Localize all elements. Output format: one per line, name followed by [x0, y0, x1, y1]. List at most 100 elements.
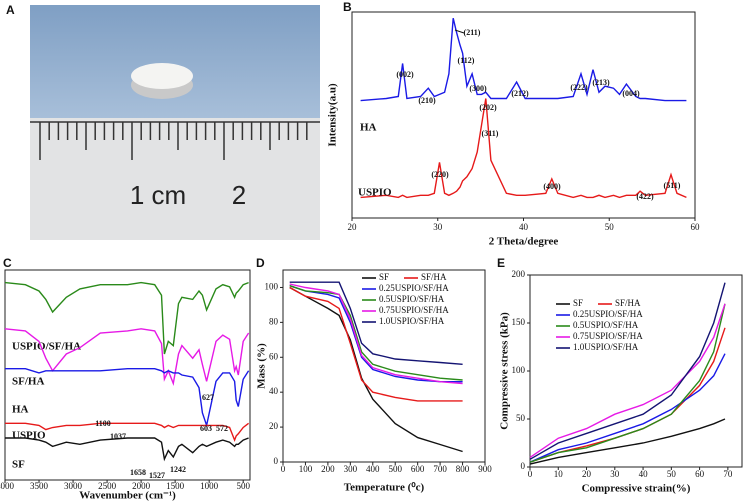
x-tick-label: 2500 — [98, 481, 117, 491]
y-tick-label: 20 — [269, 421, 279, 431]
annotation: (210) — [418, 96, 436, 105]
series-line — [5, 368, 250, 429]
legend-label: 0.25USPIO/SF/HA — [573, 309, 643, 319]
series-line — [4, 328, 250, 386]
x-axis-title: Temperature (⁰c) — [344, 482, 425, 494]
ruler — [30, 118, 320, 240]
y-tick-label: 60 — [269, 351, 279, 361]
x-tick-label: 1500 — [166, 481, 185, 491]
y-tick-label: 200 — [512, 269, 526, 279]
plot-frame — [4, 269, 251, 481]
plot-frame — [351, 11, 696, 219]
x-tick-label: 900 — [478, 464, 492, 474]
legend-label: 0.75USPIO/SF/HA — [379, 305, 449, 315]
x-tick-label: 40 — [519, 222, 529, 232]
x-tick-label: 60 — [691, 222, 701, 232]
panel-label: B — [343, 0, 352, 14]
x-tick-label: 3500 — [30, 481, 49, 491]
x-tick-label: 60 — [695, 469, 705, 479]
y-tick-label: 100 — [265, 282, 279, 292]
y-tick-label: 80 — [269, 316, 279, 326]
annotation: 1037 — [110, 432, 126, 441]
ruler-label: 1 cm — [130, 180, 186, 210]
x-tick-label: 3000 — [64, 481, 83, 491]
annotation: (220) — [431, 170, 449, 179]
series-line — [529, 303, 726, 458]
legend-label: 0.5USPIO/SF/HA — [379, 294, 445, 304]
annotation: 1658 — [130, 468, 146, 477]
x-tick-label: 10 — [554, 469, 564, 479]
series-label: SF — [12, 459, 25, 471]
legend-label: SF — [379, 272, 389, 282]
annotation: (212) — [511, 89, 529, 98]
y-axis-title: Compressive stress (kPa) — [499, 312, 511, 430]
ruler-ticks — [30, 121, 320, 160]
legend-label: 0.75USPIO/SF/HA — [573, 331, 643, 341]
y-tick-label: 40 — [269, 386, 279, 396]
x-tick-label: 600 — [411, 464, 425, 474]
annotation: (202) — [479, 103, 497, 112]
x-axis-title: Wavenumber (cm⁻¹) — [79, 490, 176, 501]
annotation: (300) — [469, 84, 487, 93]
y-tick-label: 100 — [512, 365, 526, 375]
annotation-leader — [454, 29, 465, 34]
series-line — [289, 281, 463, 365]
x-tick-label: 50 — [667, 469, 677, 479]
series-line — [289, 285, 463, 381]
x-tick-label: 0 — [281, 464, 286, 474]
x-tick-label: 100 — [299, 464, 313, 474]
x-tick-label: 4000 — [0, 481, 15, 491]
x-tick-label: 1000 — [200, 481, 219, 491]
annotation: 1527 — [149, 471, 165, 480]
annotation: 1100 — [95, 419, 111, 428]
x-tick-label: 20 — [582, 469, 592, 479]
x-tick-label: 70 — [723, 469, 733, 479]
panel-label: C — [3, 256, 12, 270]
panel-label: D — [256, 256, 265, 270]
annotation: (002) — [396, 70, 414, 79]
x-tick-label: 2000 — [132, 481, 151, 491]
x-axis-title: Compressive strain(%) — [582, 483, 691, 495]
sample-disk — [131, 63, 193, 89]
annotation: (222) — [570, 83, 588, 92]
y-tick-label: 150 — [512, 317, 526, 327]
legend-label: SF/HA — [615, 298, 641, 308]
annotation: (422) — [636, 192, 654, 201]
legend-label: 0.5USPIO/SF/HA — [573, 320, 639, 330]
series-line — [529, 418, 726, 465]
series-label: USPIO — [12, 430, 46, 442]
series-line — [529, 303, 726, 463]
y-tick-label: 0 — [521, 461, 526, 471]
panel-label: E — [497, 256, 505, 270]
annotation: (511) — [664, 181, 681, 190]
annotation: (213) — [592, 78, 610, 87]
x-tick-label: 700 — [433, 464, 447, 474]
x-tick-label: 20 — [348, 222, 358, 232]
series-label: HA — [12, 404, 29, 416]
annotation: 627 — [202, 393, 214, 402]
legend-label: SF — [573, 298, 583, 308]
series-label: HA — [360, 122, 377, 134]
annotation: (004) — [622, 89, 640, 98]
x-tick-label: 400 — [366, 464, 380, 474]
annotation: (112) — [458, 56, 475, 65]
legend-label: 1.0USPIO/SF/HA — [379, 316, 445, 326]
x-tick-label: 300 — [344, 464, 358, 474]
x-tick-label: 500 — [236, 481, 250, 491]
series-line — [529, 353, 726, 463]
series-label: USPIO/SF/HA — [12, 341, 81, 353]
series-label: USPIO — [358, 187, 392, 199]
x-tick-label: 0 — [528, 469, 533, 479]
legend-label: 0.25USPIO/SF/HA — [379, 283, 449, 293]
y-axis-title: Intensity(a.u) — [327, 83, 339, 147]
series-line — [360, 18, 687, 102]
x-tick-label: 40 — [639, 469, 649, 479]
series-line — [5, 422, 250, 443]
annotation: (400) — [543, 182, 561, 191]
annotation: (311) — [482, 129, 499, 138]
panel-label: A — [6, 3, 15, 17]
x-tick-label: 30 — [433, 222, 443, 232]
legend-label: 1.0USPIO/SF/HA — [573, 342, 639, 352]
y-tick-label: 0 — [274, 456, 279, 466]
